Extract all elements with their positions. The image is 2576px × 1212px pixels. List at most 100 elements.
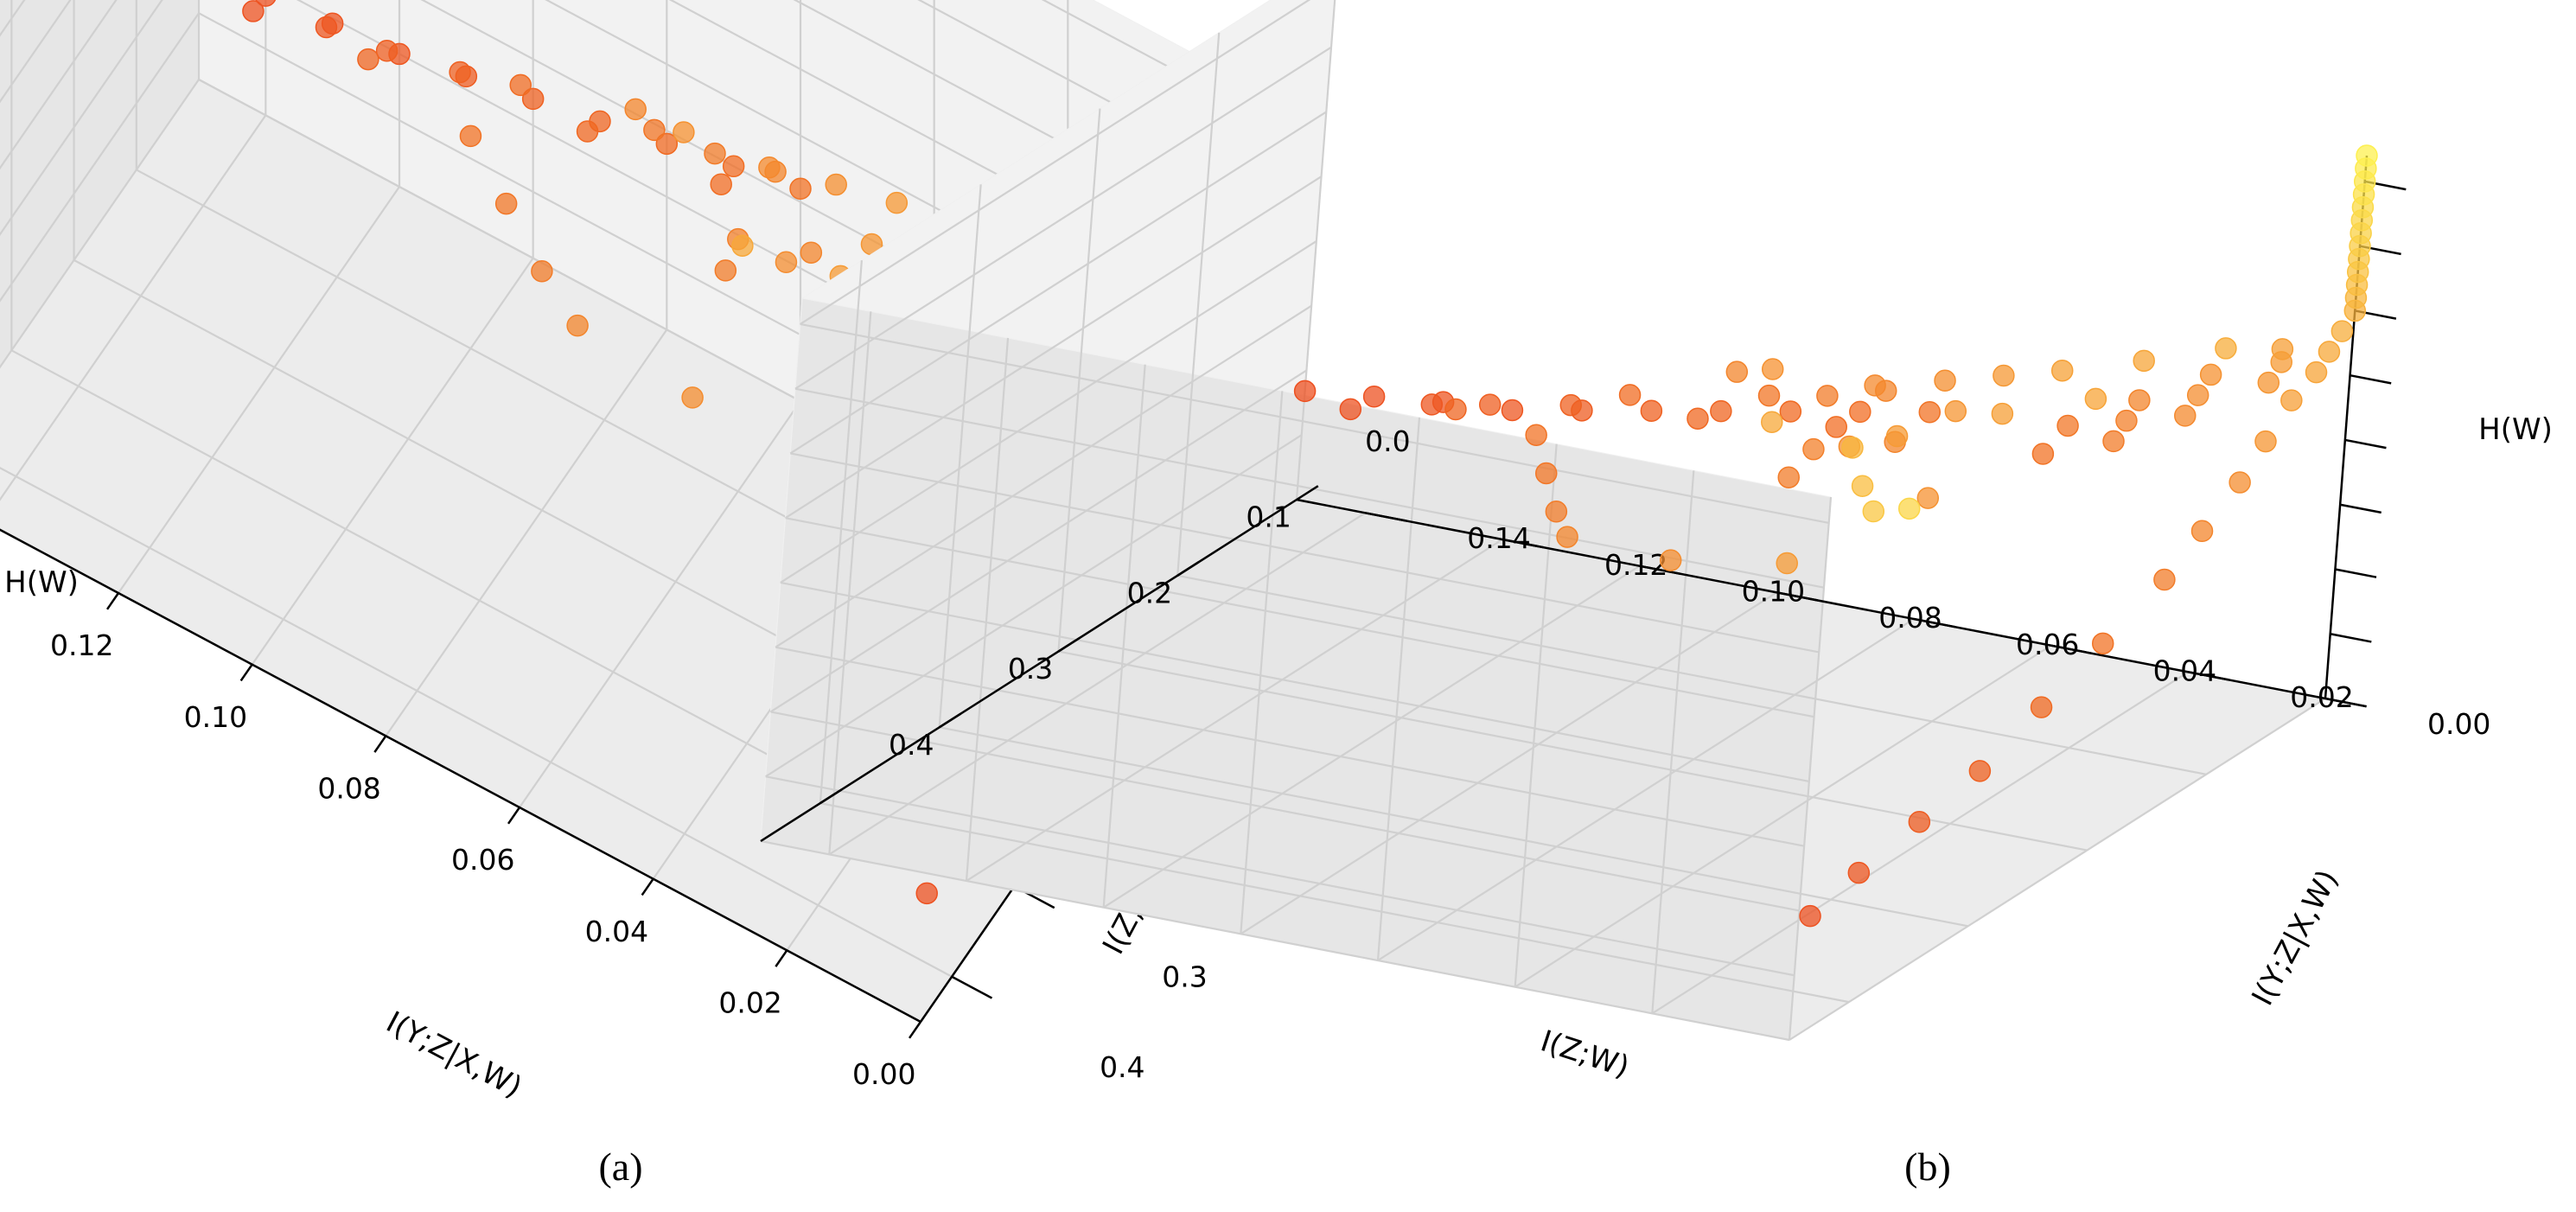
data-point xyxy=(2199,363,2222,386)
gridline xyxy=(769,369,1308,713)
data-point xyxy=(1687,407,1709,430)
data-point xyxy=(1761,358,1784,380)
data-point xyxy=(1918,401,1942,424)
gridline xyxy=(784,175,1323,520)
gridline xyxy=(0,467,953,978)
data-point xyxy=(2102,430,2125,453)
data-point xyxy=(2257,371,2280,394)
x-axis-tick-label: 0.14 xyxy=(1467,521,1530,555)
data-point xyxy=(2056,414,2079,437)
data-point xyxy=(2174,405,2197,427)
x-axis-tick-label: 0.00 xyxy=(2427,707,2490,741)
data-point xyxy=(1478,393,1502,416)
gridline xyxy=(775,304,1312,648)
data-point xyxy=(1525,424,1547,446)
x-axis-tick xyxy=(105,592,120,610)
x-axis-tick-label: 0.02 xyxy=(2290,680,2353,714)
data-point xyxy=(375,39,399,62)
x-axis-tick-label: 0.10 xyxy=(184,700,247,734)
data-point xyxy=(1862,500,1885,523)
gridline xyxy=(0,0,163,236)
data-point xyxy=(1556,526,1578,548)
x-axis-tick-label: 0.00 xyxy=(852,1057,915,1091)
gridline xyxy=(0,79,200,369)
data-point xyxy=(1545,500,1568,523)
data-point xyxy=(566,314,589,337)
data-point xyxy=(1993,364,2015,387)
y-axis-tick xyxy=(1296,485,1319,501)
x-axis-tick xyxy=(775,949,788,967)
data-point xyxy=(825,173,847,196)
z-axis-tick xyxy=(2350,373,2392,385)
gridline xyxy=(118,186,400,594)
data-point xyxy=(2050,359,2074,382)
y-axis-tick-label: 0.3 xyxy=(1008,652,1053,686)
data-point xyxy=(1725,360,1749,383)
data-point xyxy=(655,132,679,156)
x-axis-tick-label: 0.06 xyxy=(451,843,514,877)
caption-a: (a) xyxy=(598,1145,642,1189)
data-point xyxy=(2153,568,2176,591)
x-axis-tick-label: 0.06 xyxy=(2016,628,2079,661)
y-axis-tick xyxy=(1057,636,1081,653)
y-axis-tick-label: 0.1 xyxy=(1246,501,1291,534)
gridline xyxy=(0,0,72,104)
gridline xyxy=(0,12,200,303)
y-axis-tick-label: 0.2 xyxy=(1127,576,1172,609)
data-point xyxy=(1757,384,1781,407)
data-point xyxy=(315,16,338,39)
data-point xyxy=(1293,380,1317,403)
data-point xyxy=(1944,399,1967,423)
x-axis-line xyxy=(0,528,921,1024)
data-point xyxy=(704,142,726,165)
data-point xyxy=(1968,760,1992,782)
data-point xyxy=(1779,400,1802,423)
y-axis-tick-label: 0.4 xyxy=(889,728,934,762)
gridline xyxy=(770,711,1800,912)
data-point xyxy=(2031,443,2055,465)
data-point xyxy=(1934,369,1956,392)
data-point xyxy=(1559,393,1583,417)
x-axis-label: I(Y;Z|X,W) xyxy=(2245,864,2345,1011)
data-point xyxy=(789,177,812,201)
gridline xyxy=(0,114,267,501)
data-point xyxy=(1864,374,1886,397)
data-point xyxy=(531,260,553,283)
gridline xyxy=(819,802,1850,1004)
gridline xyxy=(794,46,1332,390)
gridline xyxy=(790,452,1820,654)
data-point xyxy=(775,251,798,274)
gridline xyxy=(794,387,1825,589)
data-point xyxy=(2318,341,2341,363)
data-point xyxy=(2091,632,2114,655)
data-point xyxy=(2356,144,2378,167)
gridline xyxy=(385,329,668,737)
y-axis-tick-label: 0.0 xyxy=(1365,424,1410,458)
x-axis-tick xyxy=(1639,565,1681,576)
gridline xyxy=(793,0,1202,219)
x-axis-tick xyxy=(1365,512,1407,522)
gridline xyxy=(780,240,1317,584)
data-point xyxy=(1535,462,1558,485)
data-point xyxy=(722,155,745,178)
data-point xyxy=(1799,904,1821,928)
data-point xyxy=(1885,424,1909,448)
x-axis-tick-label: 0.12 xyxy=(50,628,113,662)
data-point xyxy=(2190,520,2214,543)
x-axis-tick xyxy=(239,663,253,682)
data-point xyxy=(731,234,754,257)
x-axis-tick xyxy=(908,1021,922,1039)
x-axis-tick xyxy=(373,735,387,753)
data-point xyxy=(1761,411,1783,433)
x-axis-tick-label: 0.04 xyxy=(2153,654,2216,688)
data-point xyxy=(2271,338,2294,360)
data-point xyxy=(681,386,704,409)
x-axis-tick-label: 0.08 xyxy=(317,771,380,805)
gridline xyxy=(939,726,1968,928)
data-point xyxy=(710,173,732,195)
data-point xyxy=(521,87,545,111)
data-point xyxy=(576,120,599,143)
z-axis-tick xyxy=(2330,633,2372,643)
gridline xyxy=(251,258,534,666)
